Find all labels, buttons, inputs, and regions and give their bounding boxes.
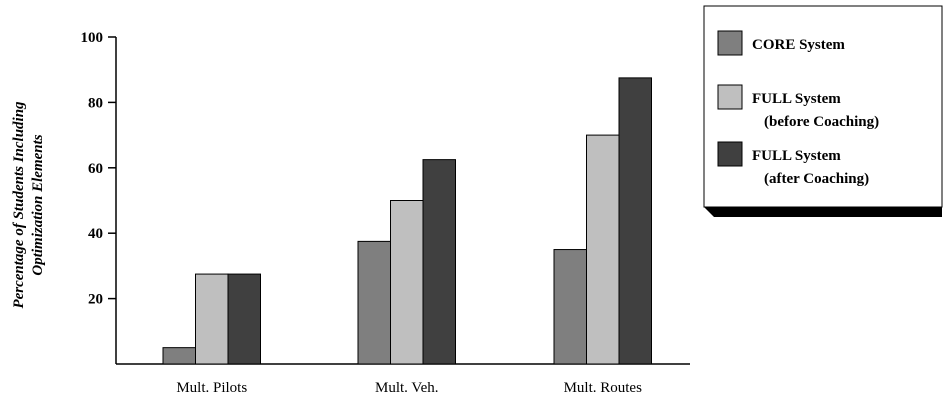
bar-2-1: [195, 273, 229, 365]
category-label: Mult. Pilots: [176, 380, 247, 396]
y-tick-label: 80: [88, 95, 103, 111]
bar-1-2: [357, 240, 391, 365]
legend-swatch-3: [717, 141, 743, 167]
legend-label-3-2: (after Coaching): [764, 171, 869, 187]
bar-3-2: [422, 159, 456, 365]
legend-label-2-1: FULL System: [752, 91, 841, 107]
bar-2-3: [586, 134, 620, 365]
bar-3-1: [227, 273, 261, 365]
y-tick-label: 20: [88, 292, 103, 308]
legend: CORE System FULL System (before Coaching) F…: [703, 5, 943, 217]
category-label: Mult. Veh.: [375, 380, 438, 396]
bar-3-3: [618, 77, 652, 365]
bar-2-2: [390, 200, 424, 365]
legend-shadow: [704, 207, 942, 217]
bars: [162, 77, 652, 365]
y-tick-label: 100: [81, 30, 104, 46]
category-labels: Mult. Pilots Mult. Veh. Mult. Routes: [176, 380, 642, 396]
y-axis-title-line-2: Optimization Elements: [30, 134, 46, 275]
legend-box: [703, 5, 943, 208]
legend-label-1-1: CORE System: [752, 37, 845, 53]
category-label: Mult. Routes: [564, 380, 643, 396]
legend-label-3-1: FULL System: [752, 148, 841, 164]
bar-1-3: [553, 249, 587, 365]
y-axis-title: Percentage of Students Including Optimiz…: [11, 101, 46, 309]
legend-swatch-2: [717, 84, 743, 110]
y-axis-title-line-1: Percentage of Students Including: [11, 101, 27, 309]
y-tick-label: 40: [88, 226, 103, 242]
bar-1-1: [162, 347, 196, 365]
y-axis-ticks: 20 40 60 80 100: [81, 30, 116, 308]
legend-label-2-2: (before Coaching): [764, 114, 879, 130]
y-tick-label: 60: [88, 161, 103, 177]
legend-swatch-1: [717, 30, 743, 56]
